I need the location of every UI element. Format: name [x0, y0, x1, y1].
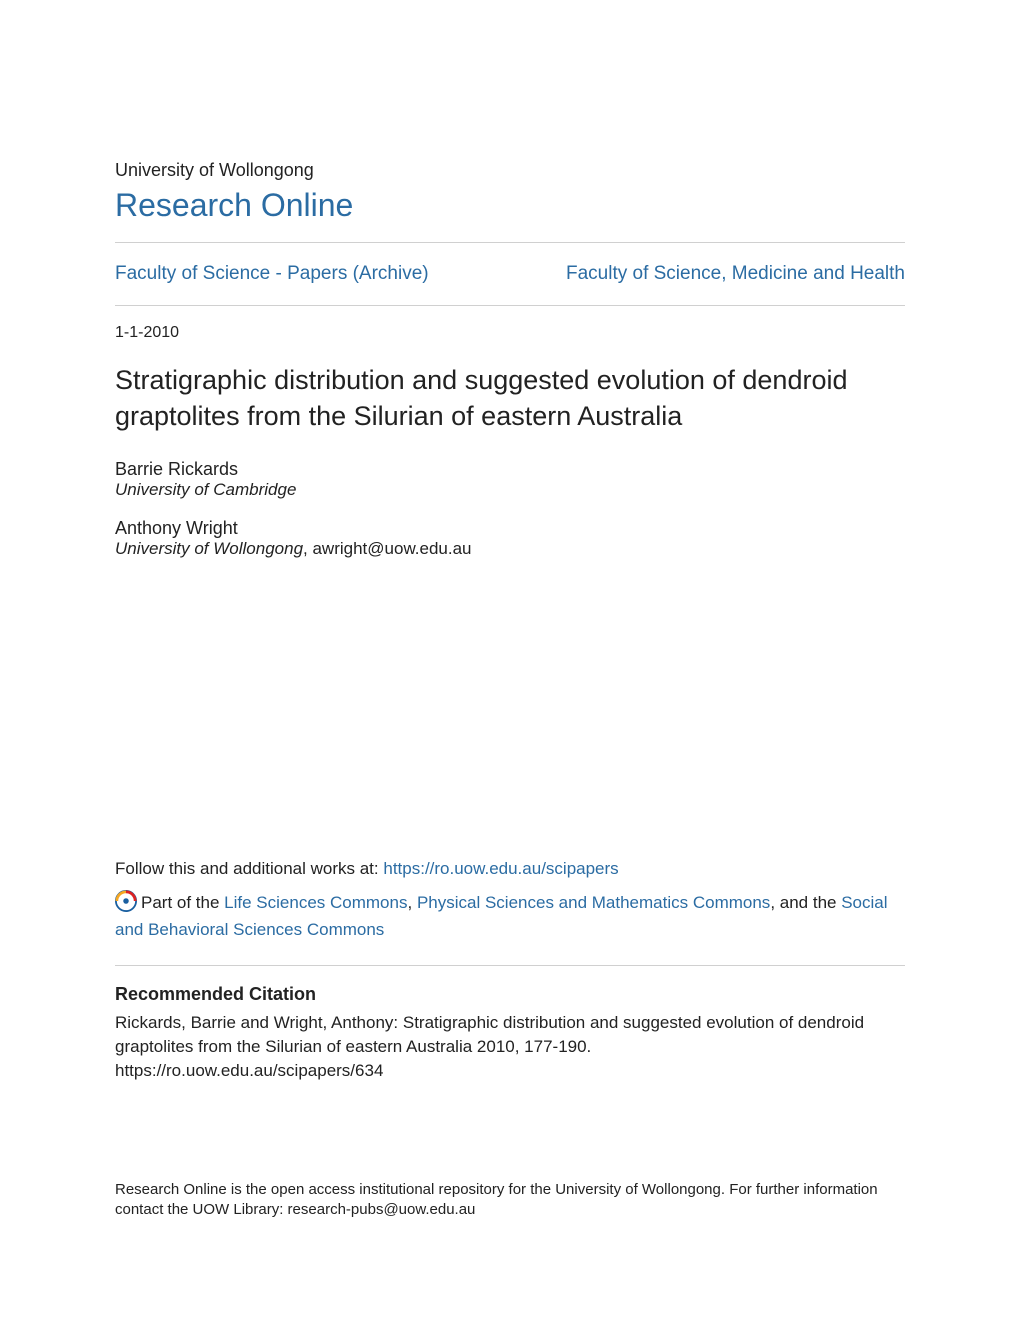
- paper-title: Stratigraphic distribution and suggested…: [115, 362, 905, 435]
- author-affiliation: University of Cambridge: [115, 480, 905, 500]
- collection-link[interactable]: Faculty of Science - Papers (Archive): [115, 263, 429, 285]
- follow-prefix: Follow this and additional works at:: [115, 859, 383, 878]
- commons-link[interactable]: Life Sciences Commons: [224, 893, 407, 912]
- repository-link[interactable]: Research Online: [115, 187, 353, 223]
- header: University of Wollongong Research Online: [115, 160, 905, 224]
- author-name: Barrie Rickards: [115, 459, 905, 480]
- citation-section: Recommended Citation Rickards, Barrie an…: [115, 984, 905, 1082]
- citation-heading: Recommended Citation: [115, 984, 905, 1005]
- publication-date: 1-1-2010: [115, 324, 905, 342]
- university-name: University of Wollongong: [115, 160, 905, 181]
- breadcrumb-nav: Faculty of Science - Papers (Archive) Fa…: [115, 261, 905, 287]
- divider: [115, 965, 905, 966]
- works-url-link[interactable]: https://ro.uow.edu.au/scipapers: [383, 859, 618, 878]
- divider: [115, 305, 905, 306]
- and-the-text: , and the: [770, 893, 841, 912]
- partof-prefix: Part of the: [141, 893, 224, 912]
- author-block: Anthony Wright University of Wollongong,…: [115, 518, 905, 559]
- affiliation-text: University of Wollongong: [115, 539, 303, 558]
- divider: [115, 242, 905, 243]
- affiliation-text: University of Cambridge: [115, 480, 296, 499]
- author-email: , awright@uow.edu.au: [303, 539, 471, 558]
- network-icon: [115, 890, 137, 912]
- partof-line: Part of the Life Sciences Commons, Physi…: [115, 889, 905, 943]
- faculty-link[interactable]: Faculty of Science, Medicine and Health: [566, 263, 905, 285]
- author-block: Barrie Rickards University of Cambridge: [115, 459, 905, 500]
- author-name: Anthony Wright: [115, 518, 905, 539]
- author-affiliation: University of Wollongong, awright@uow.ed…: [115, 539, 905, 559]
- citation-handle: https://ro.uow.edu.au/scipapers/634: [115, 1061, 383, 1080]
- citation-body: Rickards, Barrie and Wright, Anthony: St…: [115, 1011, 905, 1082]
- follow-section: Follow this and additional works at: htt…: [115, 859, 905, 943]
- commons-link[interactable]: Physical Sciences and Mathematics Common…: [417, 893, 770, 912]
- footer-note: Research Online is the open access insti…: [115, 1180, 905, 1221]
- citation-text: Rickards, Barrie and Wright, Anthony: St…: [115, 1013, 864, 1056]
- follow-line: Follow this and additional works at: htt…: [115, 859, 905, 879]
